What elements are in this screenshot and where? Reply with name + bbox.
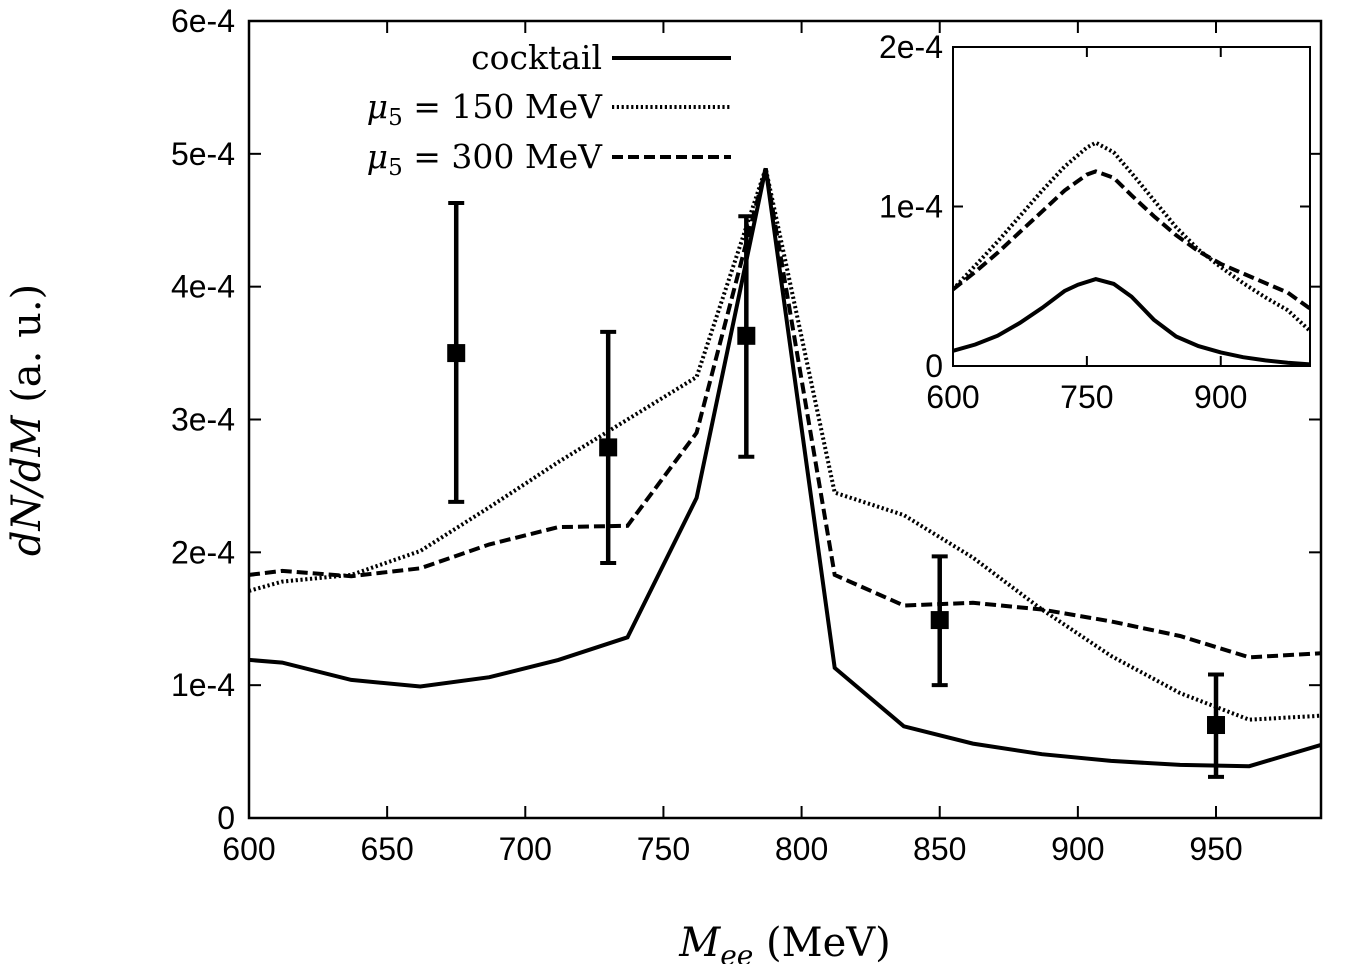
main-ytick-label: 4e-4: [171, 269, 235, 305]
data-point-marker: [599, 438, 618, 457]
main-series-group: [249, 160, 1321, 769]
main-ytick-label: 6e-4: [171, 3, 235, 39]
main-xtick-label: 700: [499, 831, 552, 867]
inset-xtick-label: 600: [926, 379, 979, 415]
data-point-2: [737, 214, 756, 459]
main-xtick-label: 950: [1189, 831, 1242, 867]
inset-plot: 600 750 900 0 1e-4 2e-4: [879, 29, 1311, 415]
data-point-marker: [930, 611, 949, 630]
legend: cocktail μ5 = 150 MeV μ5 = 300 MeV: [367, 38, 731, 181]
data-point-0: [447, 200, 466, 504]
main-ytick-label: 2e-4: [171, 534, 235, 570]
data-point-marker: [447, 344, 466, 363]
inset-ytick-label: 1e-4: [879, 189, 943, 225]
main-xtick-label: 650: [360, 831, 413, 867]
main-xtick-label: 900: [1051, 831, 1104, 867]
legend-entry-2: μ5 = 300 MeV: [367, 137, 731, 181]
main-ytick-label: 5e-4: [171, 136, 235, 172]
main-ytick-label: 1e-4: [171, 667, 235, 703]
legend-label: μ5 = 300 MeV: [367, 137, 604, 181]
axis-labels: Mee (MeV) dN/dM (a. u.): [4, 284, 891, 964]
main-series-line-2: [249, 167, 1321, 660]
y-axis-label: dN/dM (a. u.): [4, 284, 50, 556]
inset-ytick-label: 2e-4: [879, 29, 943, 65]
inset-series-line-2: [953, 169, 1310, 311]
main-xtick-label: 800: [775, 831, 828, 867]
legend-label: cocktail: [471, 38, 602, 77]
inset-xtick-label: 900: [1194, 379, 1247, 415]
inset-xtick-label: 750: [1060, 379, 1113, 415]
inset-ytick-label: 0: [925, 348, 943, 384]
legend-entry-0: cocktail: [471, 38, 731, 77]
inset-series-group: [953, 140, 1310, 366]
main-ytick-label: 0: [217, 800, 235, 836]
inset-frame: [952, 46, 1311, 367]
inset-series-line-0: [953, 277, 1310, 366]
data-point-marker: [737, 326, 756, 345]
legend-label: μ5 = 150 MeV: [367, 87, 604, 131]
main-xtick-label: 600: [222, 831, 275, 867]
data-point-1: [599, 329, 618, 565]
x-axis-label: Mee (MeV): [678, 920, 891, 964]
data-point-4: [1207, 672, 1226, 779]
legend-entry-1: μ5 = 150 MeV: [367, 87, 731, 131]
main-xtick-label: 750: [637, 831, 690, 867]
main-ytick-label: 3e-4: [171, 402, 235, 438]
main-xtick-label: 850: [913, 831, 966, 867]
data-point-3: [930, 554, 949, 688]
data-point-marker: [1207, 716, 1226, 735]
